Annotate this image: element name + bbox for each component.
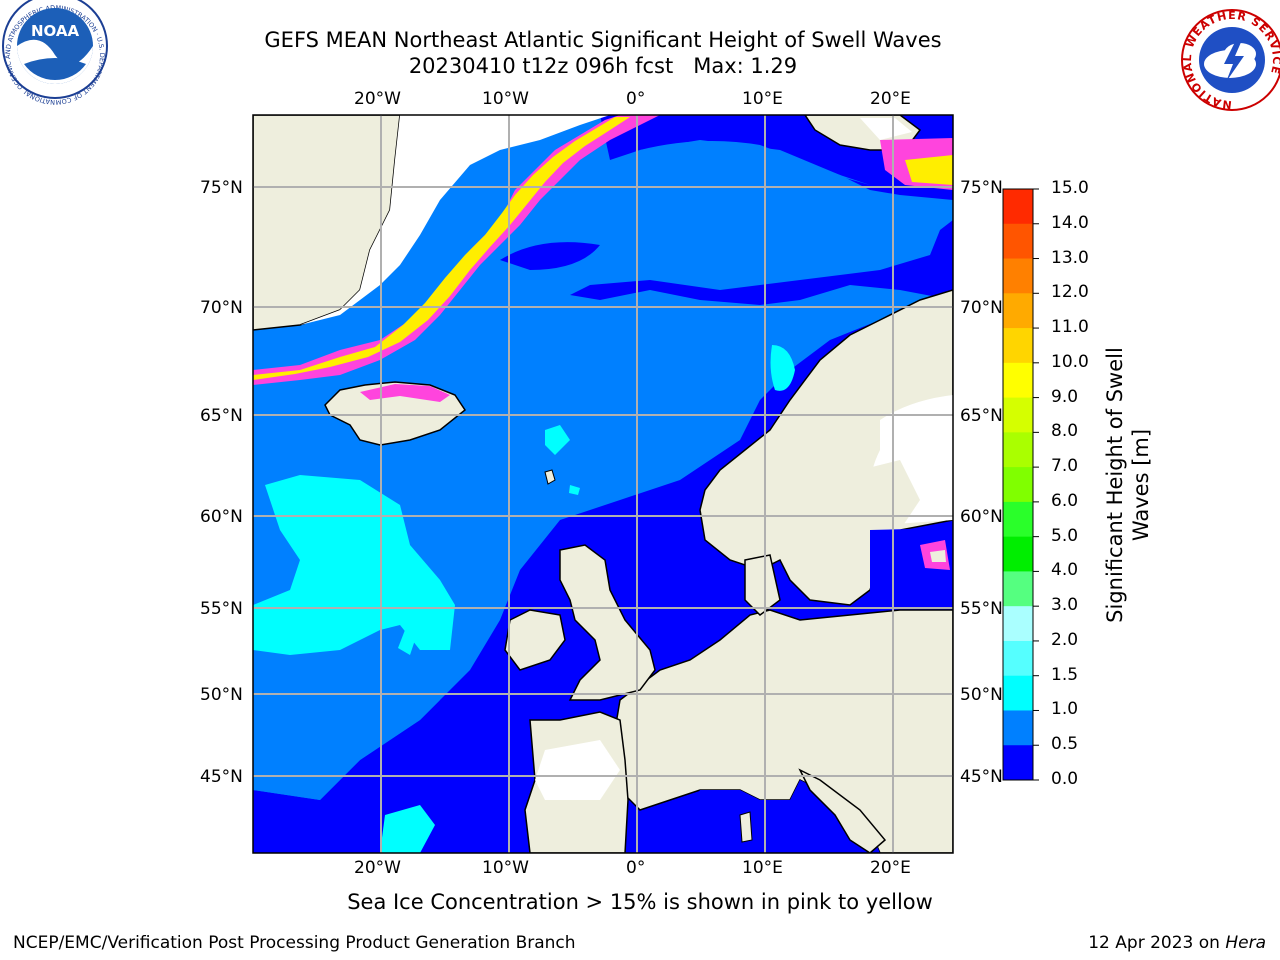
left-lat-label-50n: 50°N xyxy=(200,685,243,705)
colorbar xyxy=(1003,188,1039,781)
left-lat-label-45n: 45°N xyxy=(200,767,243,787)
colorbar-tick-label: 1.5 xyxy=(1051,664,1079,685)
colorbar-segment xyxy=(1003,675,1033,711)
graticule xyxy=(253,115,953,853)
top-lon-label-10e: 10°E xyxy=(742,89,783,109)
colorbar-segment xyxy=(1003,328,1033,364)
colorbar-tick-label: 9.0 xyxy=(1051,386,1079,407)
colorbar-frame xyxy=(1002,188,1034,781)
colorbar-tick-label: 13.0 xyxy=(1051,247,1089,268)
colorbar-tick-label: 11.0 xyxy=(1051,317,1089,338)
footer-date: 12 Apr 2023 on Hera xyxy=(1088,933,1266,953)
right-lat-label-75n: 75°N xyxy=(960,178,1003,198)
great-britain-land xyxy=(559,544,656,701)
colorbar-label-line1: Significant Height of Swell xyxy=(1103,347,1127,623)
bottom-lon-label-20e: 20°E xyxy=(870,858,911,878)
right-lat-label-65n: 65°N xyxy=(960,406,1003,426)
greenland-ice-sheet xyxy=(253,115,610,330)
colorbar-segment xyxy=(1003,223,1033,260)
national-weather-service-logo: NATIONAL WEATHER SERVICE xyxy=(1181,9,1280,111)
colorbar-tick-label: 4.0 xyxy=(1051,560,1079,581)
bottom-lon-label-10w: 10°W xyxy=(482,858,529,878)
bottom-lon-label-10e: 10°E xyxy=(742,858,783,878)
colorbar-segment xyxy=(1003,362,1033,399)
colorbar-tick-label: 10.0 xyxy=(1051,351,1089,372)
bottom-lon-label-20w: 20°W xyxy=(354,858,401,878)
left-lat-label-60n: 60°N xyxy=(200,507,243,527)
top-lon-label-20w: 20°W xyxy=(354,89,401,109)
left-lat-label-75n: 75°N xyxy=(200,178,243,198)
top-lon-label-0: 0° xyxy=(626,89,646,109)
colorbar-tick-label: 3.0 xyxy=(1051,595,1079,616)
colorbar-segment xyxy=(1003,189,1033,225)
chart-title: GEFS MEAN Northeast Atlantic Significant… xyxy=(264,28,942,52)
colorbar-tick-label: 14.0 xyxy=(1051,212,1089,233)
colorbar-tick-label: 0.5 xyxy=(1051,734,1079,755)
colorbar-segment xyxy=(1003,745,1033,781)
ocean-swell-low-norwegian xyxy=(570,220,953,305)
right-lat-label-70n: 70°N xyxy=(960,298,1003,318)
right-lat-label-55n: 55°N xyxy=(960,599,1003,619)
colorbar-segment xyxy=(1003,467,1033,503)
noaa-logo: NATIONAL OCEANIC AND ATMOSPHERIC ADMINIS… xyxy=(0,0,108,106)
colorbar-segment xyxy=(1003,571,1033,607)
colorbar-tick-label: 12.0 xyxy=(1051,282,1089,303)
left-lat-label-70n: 70°N xyxy=(200,298,243,318)
map-frame xyxy=(252,114,954,854)
colorbar-tick-label: 7.0 xyxy=(1051,456,1079,477)
colorbar-label-line2: Waves [m] xyxy=(1129,428,1153,542)
footer-date-text: 12 Apr 2023 on xyxy=(1088,933,1226,953)
colorbar-tick-label: 0.0 xyxy=(1051,769,1079,789)
colorbar-segment xyxy=(1003,258,1033,294)
colorbar-segment xyxy=(1003,640,1033,677)
colorbar-tick-label: 5.0 xyxy=(1051,525,1079,546)
footer-host: Hera xyxy=(1225,933,1266,953)
left-lat-label-55n: 55°N xyxy=(200,599,243,619)
right-lat-label-60n: 60°N xyxy=(960,507,1003,527)
italy-land xyxy=(798,768,887,853)
noaa-wordmark: NOAA xyxy=(31,22,80,40)
colorbar-segment xyxy=(1003,432,1033,468)
right-lat-label-50n: 50°N xyxy=(960,685,1003,705)
footer-credit: NCEP/EMC/Verification Post Processing Pr… xyxy=(13,933,576,953)
ireland-land xyxy=(504,609,566,671)
right-lat-label-45n: 45°N xyxy=(960,767,1003,787)
left-lat-label-65n: 65°N xyxy=(200,406,243,426)
colorbar-tick-label: 1.0 xyxy=(1051,699,1079,720)
colorbar-tick-label: 6.0 xyxy=(1051,490,1079,511)
colorbar-tick-label: 2.0 xyxy=(1051,629,1079,650)
sea-ice-caption: Sea Ice Concentration > 15% is shown in … xyxy=(347,890,933,914)
colorbar-segment xyxy=(1003,501,1033,538)
top-lon-label-10w: 10°W xyxy=(482,89,529,109)
colorbar-tick-label: 8.0 xyxy=(1051,421,1079,442)
colorbar-segment xyxy=(1003,606,1033,642)
colorbar-segment xyxy=(1003,397,1033,433)
colorbar-tick-label: 15.0 xyxy=(1051,178,1089,198)
colorbar-segment xyxy=(1003,536,1033,572)
bottom-lon-label-0: 0° xyxy=(626,858,646,878)
swell-height-map xyxy=(252,114,954,854)
colorbar-segment xyxy=(1003,293,1033,329)
colorbar-segment xyxy=(1003,710,1033,746)
ocean-swell-1.0-1.5 xyxy=(253,475,455,655)
top-lon-label-20e: 20°E xyxy=(870,89,911,109)
chart-subtitle: 20230410 t12z 096h fcst Max: 1.29 xyxy=(408,54,798,78)
